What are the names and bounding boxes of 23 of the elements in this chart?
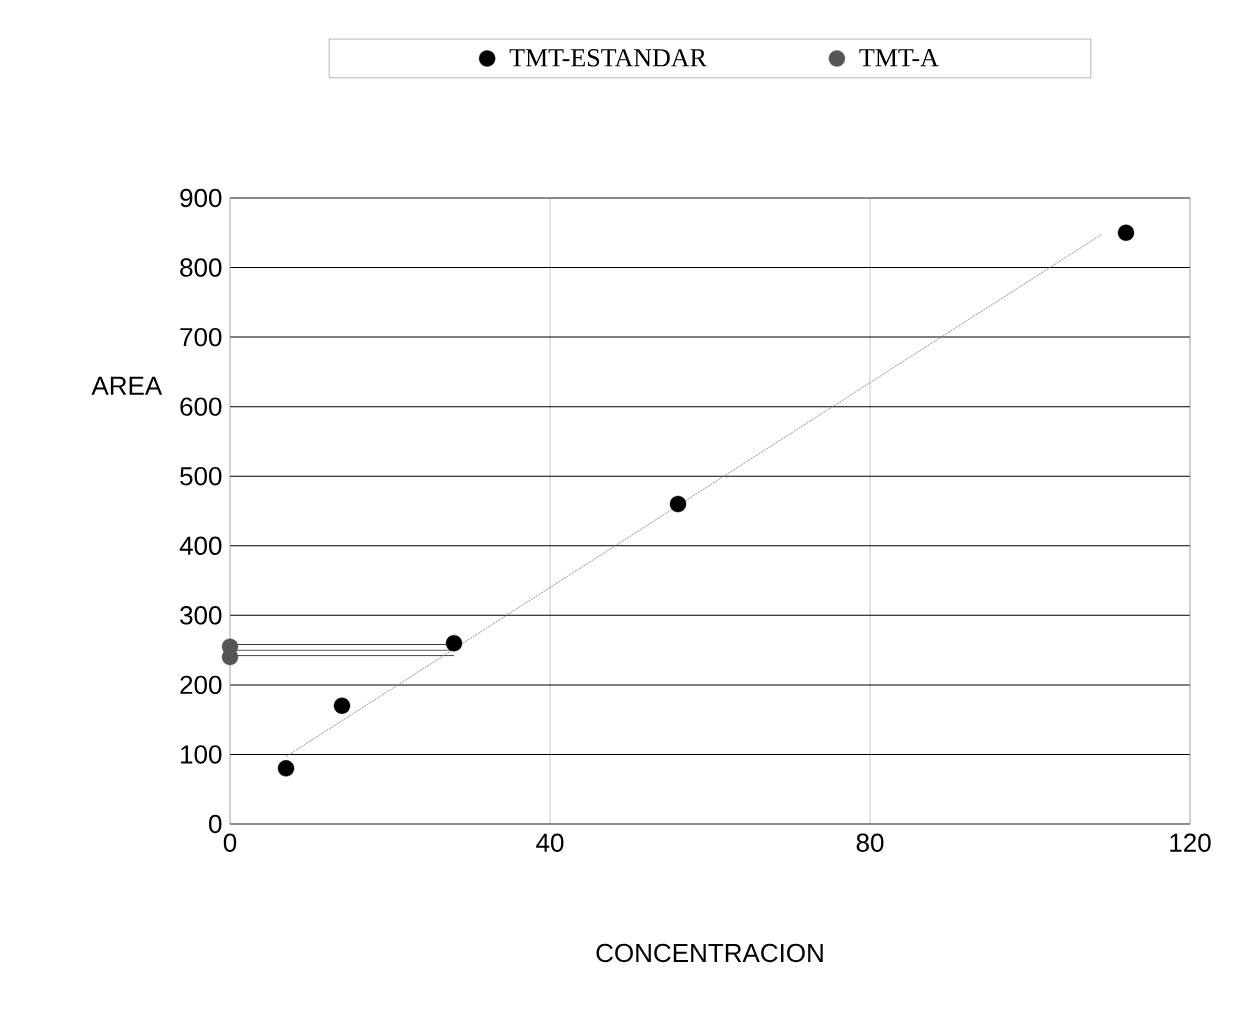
- y-tick-label: 0: [209, 814, 222, 834]
- y-tick-label: 400: [179, 536, 222, 555]
- x-tick-label: 0: [223, 833, 237, 852]
- y-tick-label: 500: [180, 467, 222, 486]
- point: [1117, 224, 1135, 241]
- point: [445, 634, 463, 652]
- y-tick-label: 700: [180, 327, 222, 347]
- y-axis-title: AREA: [91, 376, 163, 395]
- x-tick-label: 80: [856, 833, 884, 852]
- point: [333, 697, 351, 714]
- legend-label: TMT-ESTANDAR: [509, 49, 707, 67]
- y-tick-label: 900: [180, 188, 222, 208]
- legend-label: TMT-A: [859, 49, 939, 67]
- y-tick-label: 200: [180, 675, 222, 695]
- point: [277, 760, 295, 777]
- y-tick-label: 300: [180, 606, 222, 625]
- y-tick-label: 800: [180, 258, 222, 277]
- x-tick-label: 120: [1170, 833, 1211, 852]
- y-tick-label: 600: [180, 397, 222, 416]
- x-tick-label: 40: [536, 833, 564, 852]
- y-tick-label: 100: [181, 745, 222, 764]
- x-axis-title: CONCENTRACION: [596, 943, 823, 963]
- point: [669, 495, 687, 513]
